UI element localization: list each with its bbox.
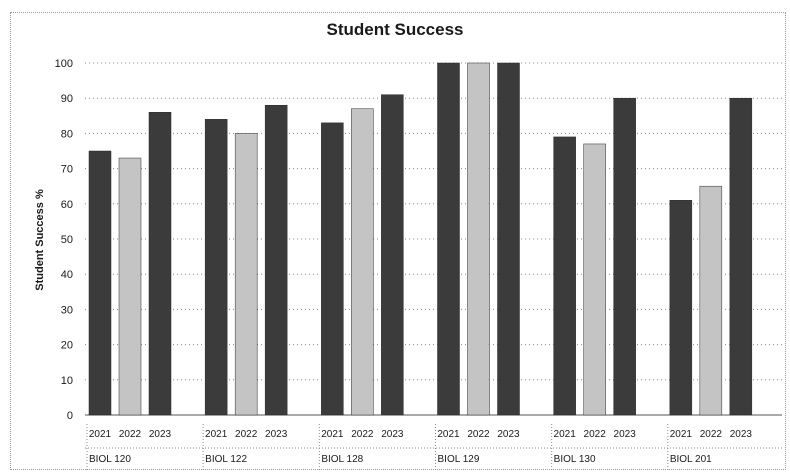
- x-series-label: 2022: [584, 429, 607, 440]
- x-series-label: 2022: [119, 429, 142, 440]
- bar: [699, 185, 723, 416]
- bar: [669, 200, 693, 416]
- x-category-label: BIOL 128: [321, 454, 363, 465]
- x-series-label: 2023: [149, 429, 172, 440]
- chart-frame: [10, 12, 786, 470]
- bar: [381, 94, 404, 416]
- x-series-label: 2021: [670, 429, 693, 440]
- x-category-label: BIOL 130: [554, 454, 596, 465]
- bar: [351, 108, 374, 416]
- y-tick-label: 70: [61, 164, 73, 176]
- y-tick-label: 40: [61, 269, 73, 281]
- x-series-label: 2021: [89, 429, 112, 440]
- y-tick-label: 80: [61, 128, 73, 140]
- x-series-label: 2022: [700, 429, 723, 440]
- chart-title: Student Success: [326, 20, 464, 39]
- bar: [467, 62, 490, 416]
- x-series-label: 2023: [730, 429, 753, 440]
- bars: [88, 62, 753, 416]
- x-series-label: 2022: [351, 429, 374, 440]
- bar: [234, 133, 258, 416]
- y-tick-label: 0: [67, 410, 73, 422]
- y-tick-label: 20: [61, 340, 73, 352]
- bar: [264, 104, 288, 416]
- x-series-label: 2022: [467, 429, 490, 440]
- y-tick-label: 10: [61, 375, 73, 387]
- bar: [118, 157, 142, 416]
- x-series-label: 2022: [235, 429, 258, 440]
- bar: [613, 97, 636, 416]
- bar: [729, 97, 753, 416]
- bar: [204, 119, 228, 416]
- x-series-label: 2021: [205, 429, 228, 440]
- x-series-label: 2021: [554, 429, 577, 440]
- bar: [583, 143, 606, 416]
- y-tick-label: 90: [61, 93, 73, 105]
- x-series-label: 2023: [614, 429, 637, 440]
- x-series-label: 2023: [265, 429, 288, 440]
- x-series-label: 2023: [381, 429, 404, 440]
- y-tick-labels: 0 10 20 30 40 50 60 70 80 90 100: [55, 58, 73, 422]
- bar: [148, 112, 172, 416]
- x-category-label: BIOL 129: [438, 454, 480, 465]
- x-category-label: BIOL 120: [89, 454, 131, 465]
- bar: [553, 136, 576, 416]
- y-tick-label: 60: [61, 199, 73, 211]
- bar: [497, 62, 520, 416]
- bar: [437, 62, 460, 416]
- bar: [321, 122, 344, 416]
- x-series-label: 2023: [497, 429, 520, 440]
- x-series-label: 2021: [321, 429, 344, 440]
- x-category-label: BIOL 201: [670, 454, 712, 465]
- gridlines: [85, 62, 782, 416]
- x-series-label: 2021: [437, 429, 460, 440]
- x-category-label: BIOL 122: [205, 454, 247, 465]
- x-labels: 2021 2022 2023 BIOL 120 2021 2022 2023 BIOL 122…: [85, 424, 782, 470]
- y-tick-label: 30: [61, 304, 73, 316]
- bar: [88, 150, 112, 416]
- y-tick-label: 100: [55, 58, 73, 70]
- y-tick-label: 50: [61, 234, 73, 246]
